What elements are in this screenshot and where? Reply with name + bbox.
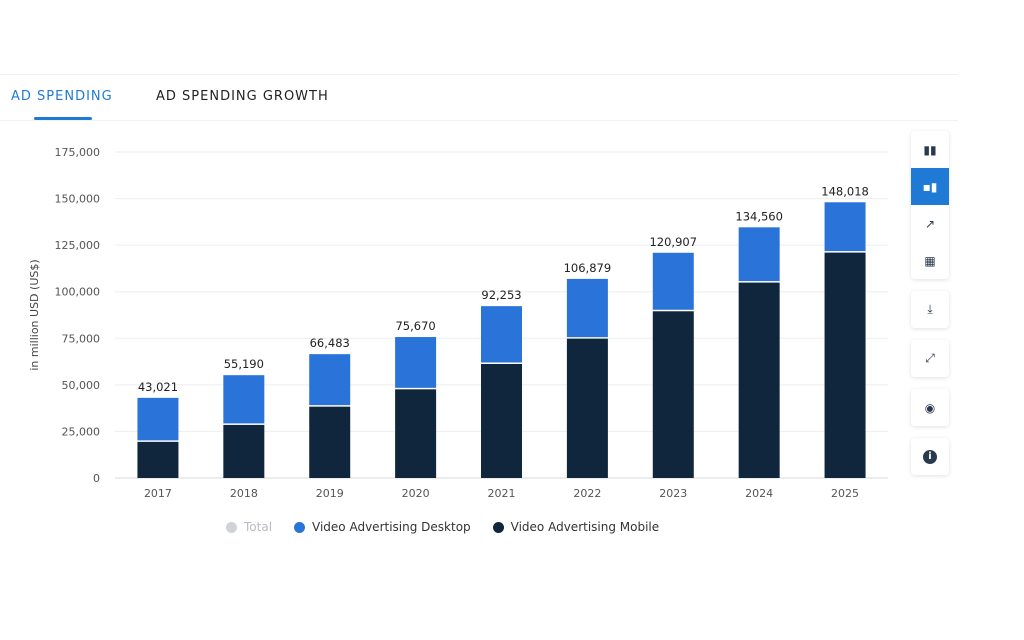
- legend-label: Video Advertising Desktop: [312, 520, 471, 534]
- legend-item-desktop[interactable]: Video Advertising Desktop: [294, 520, 471, 534]
- stacked-bar-chart: 0 25,000 50,000 75,000 100,000 125,000 150,000…: [28, 146, 888, 500]
- info-icon[interactable]: i: [911, 438, 949, 475]
- legend: Total Video Advertising Desktop Video Ad…: [226, 520, 659, 534]
- bar-desktop: [395, 337, 437, 388]
- active-tab-indicator: [34, 117, 92, 120]
- x-tick-label: 2018: [230, 487, 258, 500]
- y-tick-label: 50,000: [62, 379, 101, 392]
- y-tick-label: 75,000: [62, 332, 101, 345]
- bar-chart-icon[interactable]: ▮▮: [911, 131, 949, 168]
- legend-label: Video Advertising Mobile: [510, 520, 660, 534]
- data-label: 75,670: [395, 319, 435, 333]
- legend-item-mobile[interactable]: Video Advertising Mobile: [492, 520, 660, 534]
- stacked-bar-icon[interactable]: ▪▮: [911, 168, 949, 205]
- data-label: 120,907: [649, 235, 697, 249]
- y-tick-label: 25,000: [62, 425, 101, 438]
- bar-desktop: [652, 252, 694, 310]
- x-tick-label: 2017: [144, 487, 172, 500]
- y-tick-label: 100,000: [55, 286, 101, 299]
- y-tick-label: 150,000: [55, 193, 101, 206]
- tab-ad-spending[interactable]: AD SPENDING: [11, 89, 113, 104]
- x-tick-label: 2021: [488, 487, 516, 500]
- divider: [0, 120, 958, 121]
- table-icon[interactable]: ▦: [911, 242, 949, 279]
- data-label: 55,190: [224, 357, 264, 371]
- bar-desktop: [309, 354, 351, 406]
- bar-desktop: [738, 227, 780, 282]
- data-label: 106,879: [564, 261, 612, 275]
- bar-desktop: [824, 202, 866, 252]
- bar-desktop: [137, 397, 179, 441]
- bar-mobile: [481, 363, 522, 478]
- bar-desktop: [481, 306, 522, 363]
- chart-toolbar: ▮▮ ▪▮ ↗ ▦ ⤓ ⤢ ◉ i: [911, 131, 949, 487]
- x-tick-label: 2023: [659, 487, 687, 500]
- x-tick-label: 2024: [745, 487, 773, 500]
- bar-mobile: [137, 441, 179, 478]
- data-label: 66,483: [310, 336, 350, 350]
- bar-mobile: [223, 424, 265, 478]
- y-axis-label: in million USD (US$): [28, 259, 41, 370]
- y-tick-label: 175,000: [55, 146, 101, 159]
- bar-mobile: [566, 338, 608, 478]
- x-tick-label: 2022: [573, 487, 601, 500]
- legend-swatch: [294, 521, 306, 533]
- legend-label: Total: [244, 520, 273, 534]
- bar-mobile: [738, 282, 780, 478]
- line-chart-icon[interactable]: ↗: [911, 205, 949, 242]
- bar-mobile: [652, 311, 694, 478]
- download-icon[interactable]: ⤓: [911, 291, 949, 328]
- legend-swatch: [226, 521, 237, 533]
- bar-mobile: [824, 252, 866, 478]
- legend-item-total[interactable]: Total: [226, 520, 272, 534]
- bar-desktop: [566, 278, 608, 338]
- y-tick-label: 0: [93, 472, 100, 485]
- bar-desktop: [223, 375, 265, 424]
- legend-swatch: [492, 521, 504, 533]
- data-label: 92,253: [481, 288, 521, 302]
- data-label: 43,021: [138, 380, 178, 394]
- x-tick-label: 2019: [316, 487, 344, 500]
- expand-icon[interactable]: ⤢: [911, 340, 949, 377]
- data-label: 134,560: [735, 209, 783, 223]
- x-tick-label: 2025: [831, 487, 859, 500]
- data-label: 148,018: [821, 184, 869, 198]
- tab-ad-spending-growth[interactable]: AD SPENDING GROWTH: [156, 89, 329, 104]
- bar-mobile: [309, 406, 351, 478]
- hide-icon[interactable]: ◉: [911, 389, 949, 426]
- divider: [0, 74, 958, 75]
- x-tick-label: 2020: [402, 487, 430, 500]
- bar-mobile: [395, 389, 437, 478]
- y-tick-label: 125,000: [55, 239, 101, 252]
